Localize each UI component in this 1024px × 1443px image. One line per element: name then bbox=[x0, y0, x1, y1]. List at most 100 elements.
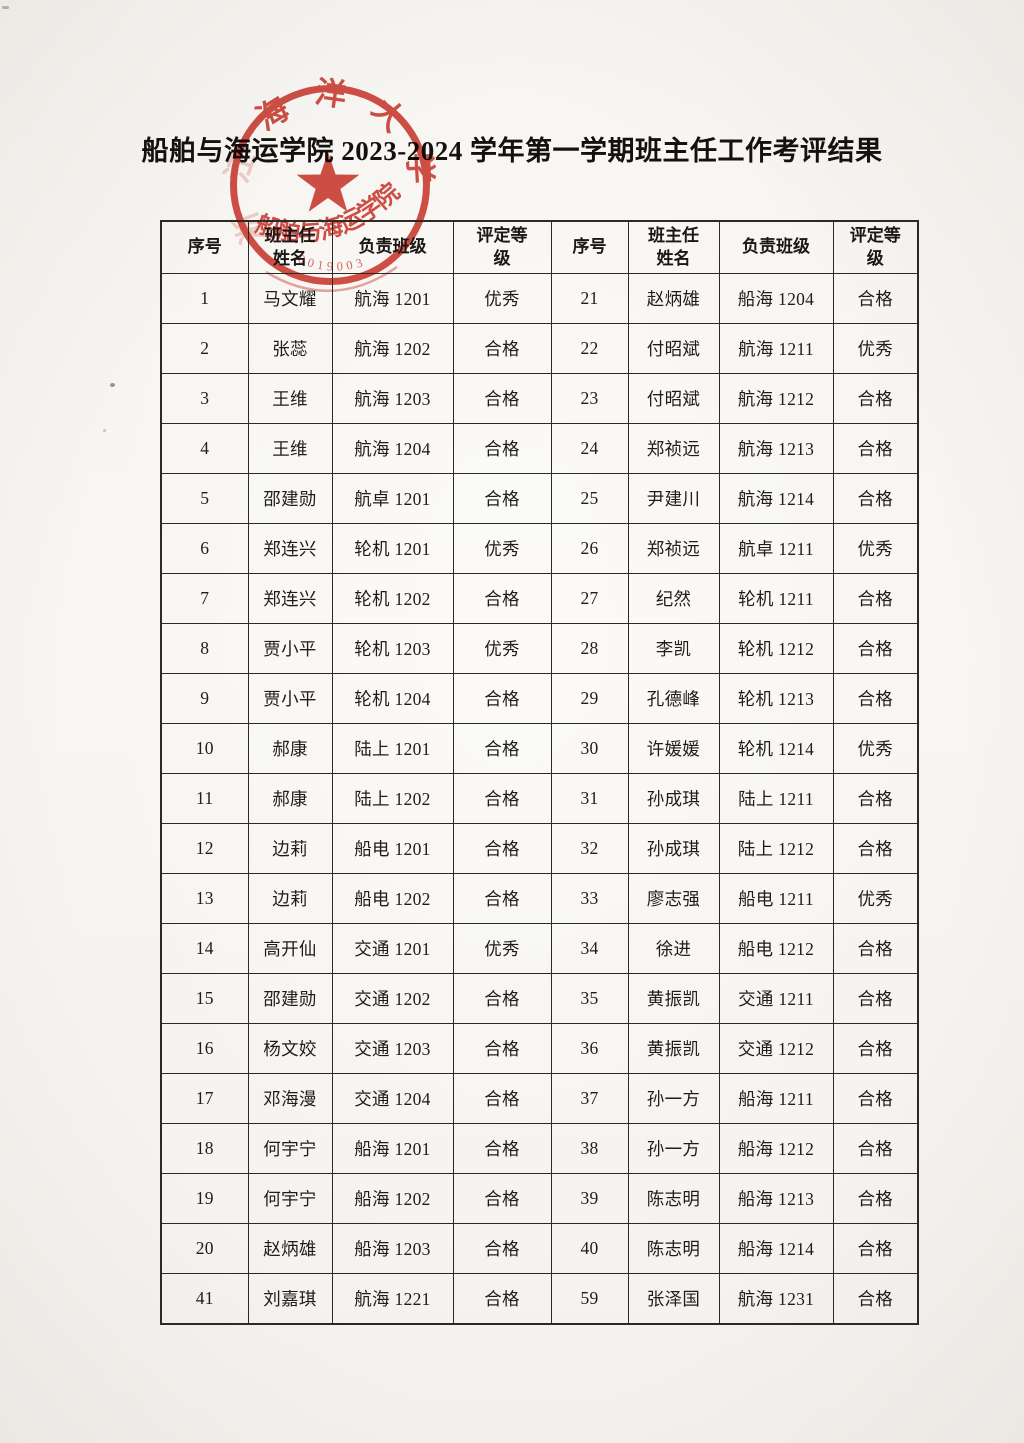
cell-teacher-name-left: 边莉 bbox=[247, 873, 333, 924]
cell-teacher-name-left: 王维 bbox=[247, 373, 333, 424]
cell-seq-left: 10 bbox=[160, 723, 249, 774]
cell-seq-right: 31 bbox=[550, 773, 629, 824]
cell-class-left: 轮机 1203 bbox=[331, 623, 454, 674]
cell-grade-left: 合格 bbox=[452, 1023, 552, 1074]
cell-grade-right: 合格 bbox=[832, 773, 919, 824]
cell-seq-right: 25 bbox=[550, 473, 629, 524]
cell-grade-left: 优秀 bbox=[452, 273, 552, 324]
cell-grade-left: 合格 bbox=[452, 423, 552, 474]
evaluation-results-table: 序号 班主任 姓名 负责班级 评定等 级序号 班主任 姓名 负责班级 评定等 级 1 马文耀… bbox=[160, 220, 919, 1325]
cell-teacher-name-left: 贾小平 bbox=[247, 623, 333, 674]
cell-teacher-name-right: 纪然 bbox=[627, 573, 720, 624]
cell-teacher-name-left: 赵炳雄 bbox=[247, 1223, 333, 1274]
cell-class-right: 航海 1231 bbox=[718, 1273, 834, 1325]
cell-seq-right: 34 bbox=[550, 923, 629, 974]
cell-seq-right: 24 bbox=[550, 423, 629, 474]
cell-seq-right: 26 bbox=[550, 523, 629, 574]
table-row: 12 边莉 船电 1201 合格 32 孙成琪 陆上 1212 合格 bbox=[160, 823, 919, 874]
cell-grade-right: 合格 bbox=[832, 473, 919, 524]
table-row: 9 贾小平 轮机 1204 合格 29 孔德峰 轮机 1213 合格 bbox=[160, 673, 919, 724]
cell-teacher-name-left: 王维 bbox=[247, 423, 333, 474]
cell-teacher-name-left: 郑连兴 bbox=[247, 523, 333, 574]
cell-grade-right: 合格 bbox=[832, 1273, 919, 1325]
cell-seq-right: 30 bbox=[550, 723, 629, 774]
cell-seq-right: 37 bbox=[550, 1073, 629, 1124]
cell-seq-right: 27 bbox=[550, 573, 629, 624]
cell-seq-right: 22 bbox=[550, 323, 629, 374]
cell-teacher-name-left: 刘嘉琪 bbox=[247, 1273, 333, 1325]
cell-class-left: 航卓 1201 bbox=[331, 473, 454, 524]
cell-seq-left: 16 bbox=[160, 1023, 249, 1074]
table-row: 6 郑连兴 轮机 1201 优秀 26 郑祯远 航卓 1211 优秀 bbox=[160, 523, 919, 574]
cell-grade-right: 合格 bbox=[832, 373, 919, 424]
cell-class-left: 船海 1202 bbox=[331, 1173, 454, 1224]
table-row: 20 赵炳雄 船海 1203 合格 40 陈志明 船海 1214 合格 bbox=[160, 1223, 919, 1274]
cell-grade-left: 合格 bbox=[452, 723, 552, 774]
cell-teacher-name-left: 杨文姣 bbox=[247, 1023, 333, 1074]
table-row: 11 郝康 陆上 1202 合格 31 孙成琪 陆上 1211 合格 bbox=[160, 773, 919, 824]
cell-class-right: 轮机 1211 bbox=[718, 573, 834, 624]
cell-grade-right: 合格 bbox=[832, 823, 919, 874]
cell-grade-right: 合格 bbox=[832, 1223, 919, 1274]
cell-class-left: 航海 1221 bbox=[331, 1273, 454, 1325]
document-title: 船舶与海运学院 2023-2024 学年第一学期班主任工作考评结果 bbox=[141, 136, 883, 166]
cell-grade-right: 合格 bbox=[832, 1073, 919, 1124]
cell-class-right: 航海 1214 bbox=[718, 473, 834, 524]
cell-class-right: 轮机 1213 bbox=[718, 673, 834, 724]
cell-teacher-name-right: 黄振凯 bbox=[627, 1023, 720, 1074]
cell-class-left: 船海 1203 bbox=[331, 1223, 454, 1274]
table-row: 5 邵建勋 航卓 1201 合格 25 尹建川 航海 1214 合格 bbox=[160, 473, 919, 524]
results-table-body: 1 马文耀 航海 1201 优秀 21 赵炳雄 船海 1204 合格 2 张蕊 … bbox=[160, 273, 919, 1325]
table-row: 8 贾小平 轮机 1203 优秀 28 李凯 轮机 1212 合格 bbox=[160, 623, 919, 674]
cell-seq-left: 11 bbox=[160, 773, 249, 824]
cell-grade-right: 合格 bbox=[832, 673, 919, 724]
cell-seq-right: 29 bbox=[550, 673, 629, 724]
cell-grade-right: 合格 bbox=[832, 623, 919, 674]
cell-teacher-name-right: 付昭斌 bbox=[627, 323, 720, 374]
cell-teacher-name-right: 徐进 bbox=[627, 923, 720, 974]
cell-grade-left: 合格 bbox=[452, 373, 552, 424]
column-header: 班主任 姓名 bbox=[247, 220, 333, 274]
cell-class-right: 船海 1214 bbox=[718, 1223, 834, 1274]
cell-seq-right: 38 bbox=[550, 1123, 629, 1174]
cell-class-right: 轮机 1212 bbox=[718, 623, 834, 674]
cell-class-left: 轮机 1204 bbox=[331, 673, 454, 724]
column-header: 序号 bbox=[550, 220, 629, 274]
cell-grade-left: 合格 bbox=[452, 573, 552, 624]
cell-grade-right: 优秀 bbox=[832, 523, 919, 574]
cell-grade-right: 优秀 bbox=[832, 323, 919, 374]
scan-edge-artifact bbox=[2, 6, 9, 9]
cell-seq-left: 2 bbox=[160, 323, 249, 374]
cell-class-left: 航海 1202 bbox=[331, 323, 454, 374]
cell-grade-left: 合格 bbox=[452, 673, 552, 724]
cell-teacher-name-right: 黄振凯 bbox=[627, 973, 720, 1024]
cell-grade-right: 合格 bbox=[832, 573, 919, 624]
cell-teacher-name-left: 张蕊 bbox=[247, 323, 333, 374]
cell-teacher-name-right: 陈志明 bbox=[627, 1173, 720, 1224]
cell-class-left: 航海 1201 bbox=[331, 273, 454, 324]
cell-seq-right: 21 bbox=[550, 273, 629, 324]
cell-seq-left: 14 bbox=[160, 923, 249, 974]
cell-teacher-name-left: 马文耀 bbox=[247, 273, 333, 324]
table-row: 17 邓海漫 交通 1204 合格 37 孙一方 船海 1211 合格 bbox=[160, 1073, 919, 1124]
cell-grade-left: 合格 bbox=[452, 1123, 552, 1174]
cell-grade-left: 合格 bbox=[452, 1273, 552, 1325]
cell-grade-left: 优秀 bbox=[452, 623, 552, 674]
cell-teacher-name-left: 邵建勋 bbox=[247, 473, 333, 524]
cell-seq-right: 35 bbox=[550, 973, 629, 1024]
column-header: 评定等 级 bbox=[832, 220, 919, 274]
cell-grade-left: 合格 bbox=[452, 323, 552, 374]
cell-grade-left: 合格 bbox=[452, 823, 552, 874]
cell-grade-left: 合格 bbox=[452, 1223, 552, 1274]
column-header: 负责班级 bbox=[718, 220, 834, 274]
cell-grade-right: 合格 bbox=[832, 423, 919, 474]
cell-seq-left: 17 bbox=[160, 1073, 249, 1124]
cell-teacher-name-right: 李凯 bbox=[627, 623, 720, 674]
cell-class-right: 船电 1212 bbox=[718, 923, 834, 974]
cell-teacher-name-right: 廖志强 bbox=[627, 873, 720, 924]
cell-class-right: 船电 1211 bbox=[718, 873, 834, 924]
cell-teacher-name-right: 尹建川 bbox=[627, 473, 720, 524]
cell-class-left: 交通 1201 bbox=[331, 923, 454, 974]
cell-seq-left: 1 bbox=[160, 273, 249, 324]
